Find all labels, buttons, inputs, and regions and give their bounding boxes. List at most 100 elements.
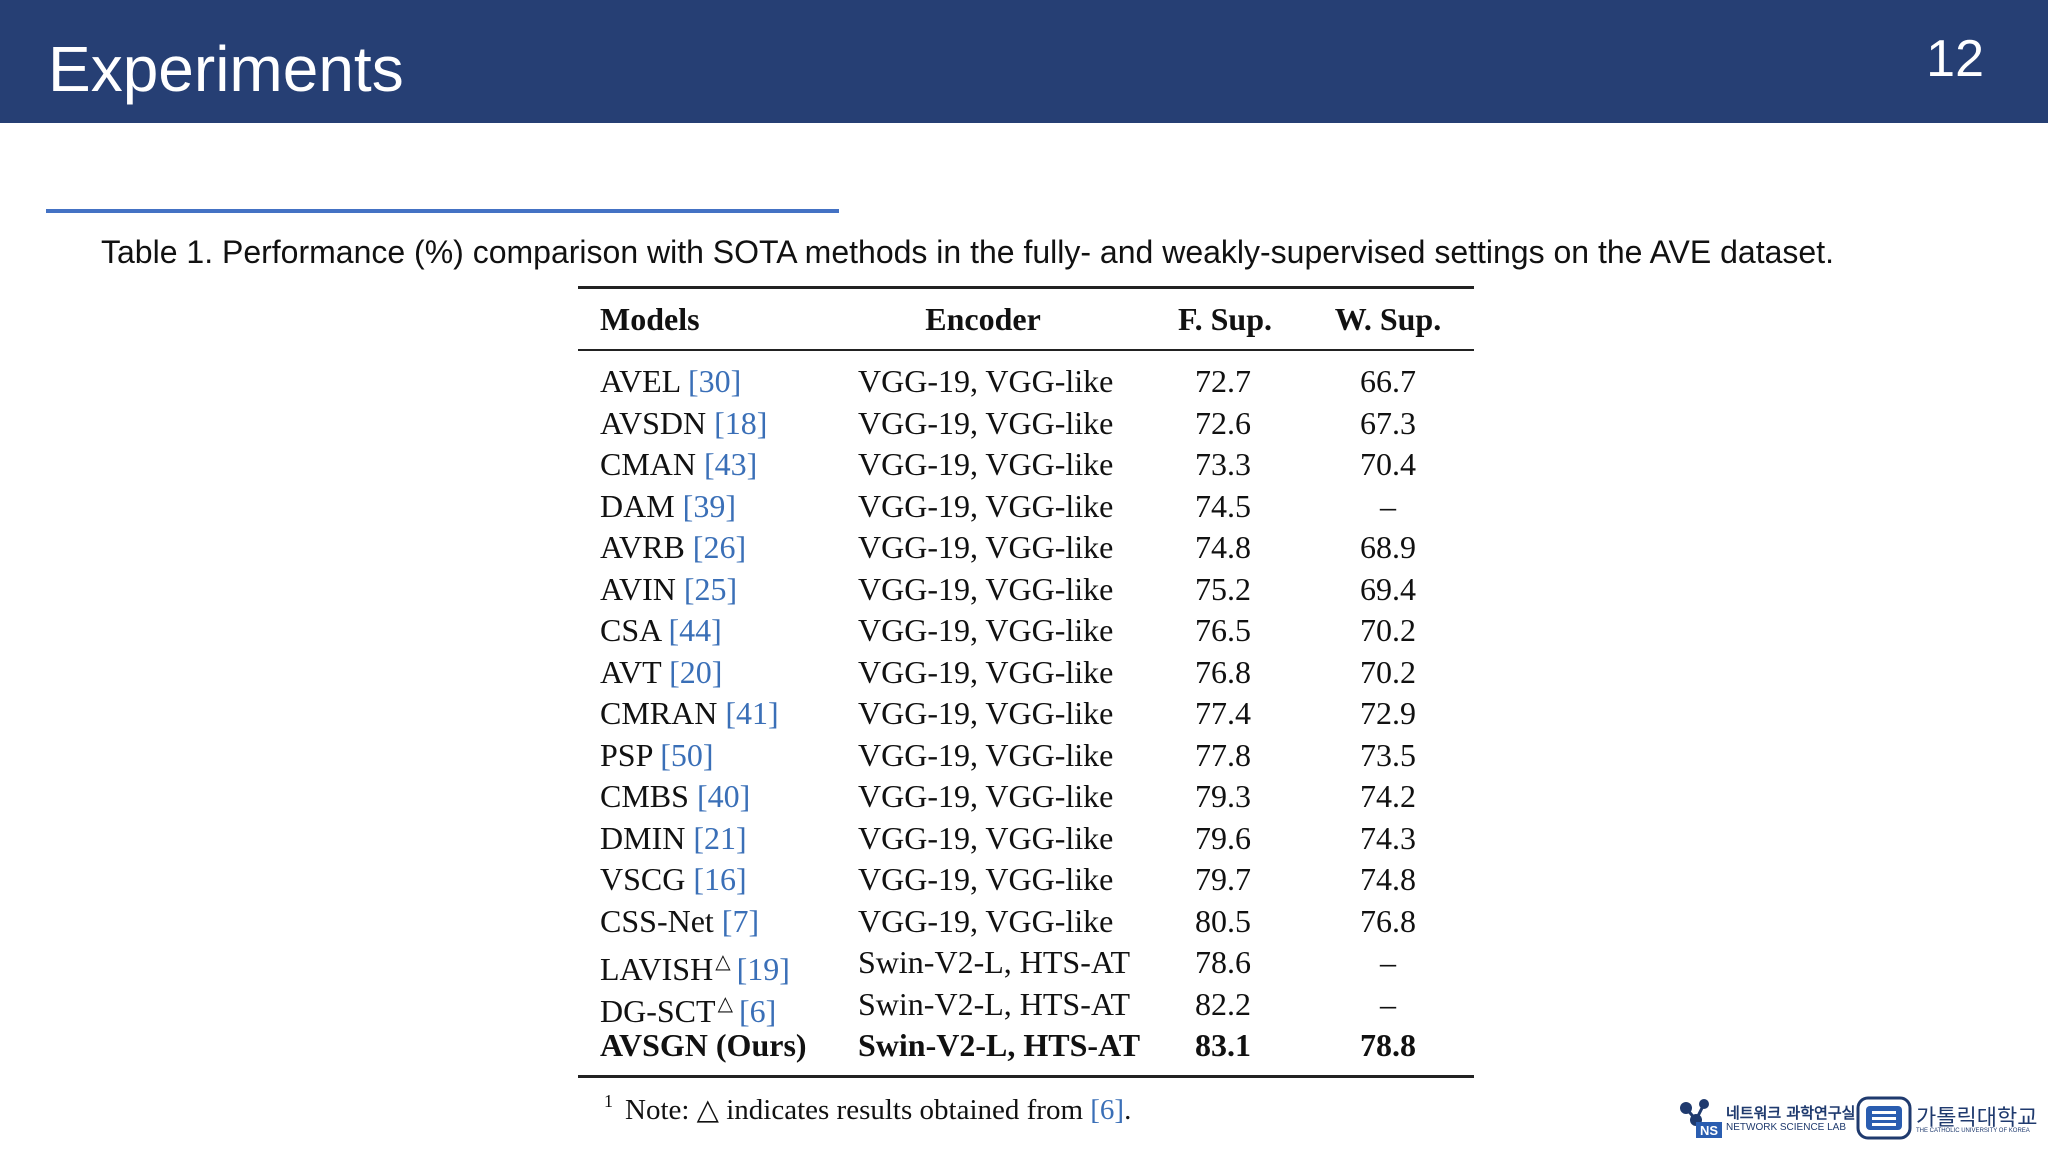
slide-title: Experiments	[48, 33, 404, 105]
citation-link[interactable]: [41]	[725, 695, 779, 731]
cell-fsup: 72.6	[1195, 404, 1251, 441]
citation-link[interactable]: [25]	[683, 570, 738, 607]
cell-model: CMAN [43]	[600, 444, 757, 486]
cell-encoder: VGG-19, VGG-like	[858, 695, 1114, 731]
note-ref-link[interactable]: [6]	[1090, 1093, 1125, 1126]
table-row: VSCG [16] VGG-19, VGG-like 79.7 74.8	[578, 859, 1474, 901]
table-row: CMAN [43] VGG-19, VGG-like 73.3 70.4	[578, 444, 1474, 486]
cell-fsup: 76.8	[1195, 653, 1251, 690]
citation-link[interactable]: [16]	[693, 861, 747, 897]
cell-model: CMRAN [41]	[600, 693, 779, 735]
cell-model: AVSDN [18]	[600, 403, 767, 445]
cell-encoder: VGG-19, VGG-like	[858, 570, 1114, 607]
cell-wsup: –	[1380, 985, 1396, 1022]
cell-encoder: VGG-19, VGG-like	[858, 819, 1114, 856]
note-end: .	[1124, 1093, 1132, 1126]
citation-link[interactable]: [43]	[704, 446, 758, 482]
model-name: AVRB	[600, 529, 685, 565]
cell-model: DMIN [21]	[600, 818, 747, 860]
cell-fsup: 74.8	[1195, 529, 1251, 565]
cell-encoder: Swin-V2-L, HTS-AT	[858, 1027, 1141, 1063]
cell-fsup: 79.7	[1195, 861, 1251, 897]
results-table: Models Encoder F. Sup. W. Sup. AVEL [30]…	[578, 286, 1474, 1133]
university-seal-icon	[1856, 1096, 1912, 1140]
citation-link[interactable]: [50]	[660, 736, 714, 773]
cell-model: LAVISH △ [19]	[600, 942, 790, 991]
cell-wsup: 76.8	[1360, 902, 1416, 939]
cell-fsup: 76.5	[1195, 612, 1251, 648]
cell-wsup: 72.9	[1360, 695, 1416, 731]
table-row: AVEL [30] VGG-19, VGG-like 72.7 66.7	[578, 361, 1474, 403]
table-row: CMBS [40] VGG-19, VGG-like 79.3 74.2	[578, 776, 1474, 818]
cell-fsup: 79.6	[1195, 819, 1251, 856]
model-name: CMAN	[600, 446, 697, 482]
table-note: 1 Note: △ indicates results obtained from…	[578, 1078, 1474, 1133]
accent-divider	[46, 209, 839, 213]
cell-model: CSA [44]	[600, 610, 722, 652]
citation-link[interactable]: [39]	[682, 487, 736, 524]
cell-wsup: 70.2	[1360, 653, 1416, 690]
cell-fsup: 77.8	[1195, 736, 1251, 773]
svg-text:NS: NS	[1700, 1123, 1718, 1138]
citation-link[interactable]: [30]	[688, 363, 742, 399]
table-row: CSS-Net [7] VGG-19, VGG-like 80.5 76.8	[578, 901, 1474, 943]
cell-wsup: 74.2	[1360, 778, 1416, 814]
table-header-rule	[578, 349, 1474, 351]
cell-wsup: 73.5	[1360, 736, 1416, 773]
cell-fsup: 74.5	[1195, 487, 1251, 524]
cell-wsup: 74.3	[1360, 819, 1416, 856]
model-name: VSCG	[600, 861, 686, 897]
cell-encoder: VGG-19, VGG-like	[858, 487, 1114, 524]
citation-link[interactable]: [20]	[669, 653, 723, 690]
cell-model: AVT [20]	[600, 652, 722, 694]
citation-link[interactable]: [26]	[692, 529, 747, 565]
citation-link[interactable]: [7]	[721, 902, 760, 939]
col-header-encoder: Encoder	[925, 301, 1041, 337]
cell-fsup: 77.4	[1195, 695, 1251, 731]
university-name-korean: 가톨릭대학교	[1916, 1106, 2038, 1131]
note-marker: 1	[604, 1090, 613, 1111]
cell-wsup: 78.8	[1360, 1027, 1416, 1063]
table-row: DMIN [21] VGG-19, VGG-like 79.6 74.3	[578, 818, 1474, 860]
model-name: DG-SCT	[600, 992, 716, 1029]
col-header-fsup: F. Sup.	[1178, 301, 1272, 337]
citation-link[interactable]: [6]	[738, 992, 777, 1029]
cell-wsup: –	[1380, 944, 1396, 980]
model-name: CMBS	[600, 778, 689, 814]
cell-wsup: 67.3	[1360, 404, 1416, 441]
cell-wsup: 70.2	[1360, 612, 1416, 648]
cell-wsup: 74.8	[1360, 861, 1416, 897]
table-body: AVEL [30] VGG-19, VGG-like 72.7 66.7 AVSDN […	[578, 361, 1474, 1067]
citation-link[interactable]: [44]	[668, 612, 722, 648]
cell-encoder: Swin-V2-L, HTS-AT	[858, 985, 1130, 1022]
slide-header: Experiments 12	[0, 0, 2048, 123]
table-row: DAM [39] VGG-19, VGG-like 74.5 –	[578, 486, 1474, 528]
citation-link[interactable]: [19]	[736, 951, 790, 987]
network-science-lab-logo: NS 네트워크 과학연구실 NETWORK SCIENCE LAB	[1676, 1096, 1855, 1140]
model-name: AVSGN (Ours)	[600, 1027, 807, 1063]
cell-encoder: VGG-19, VGG-like	[858, 653, 1114, 690]
cell-model: AVRB [26]	[600, 527, 746, 569]
cell-encoder: VGG-19, VGG-like	[858, 363, 1114, 399]
cell-model: AVSGN (Ours)	[600, 1025, 807, 1067]
cell-encoder: VGG-19, VGG-like	[858, 861, 1114, 897]
citation-link[interactable]: [40]	[696, 778, 751, 814]
cell-wsup: 69.4	[1360, 570, 1416, 607]
university-name-english: THE CATHOLIC UNIVERSITY OF KOREA	[1916, 1128, 2030, 1134]
model-name: DAM	[600, 487, 675, 524]
citation-link[interactable]: [21]	[693, 819, 747, 856]
table-header-row: Models Encoder F. Sup. W. Sup.	[578, 289, 1474, 349]
cell-fsup: 82.2	[1195, 985, 1251, 1022]
catholic-university-logo: 가톨릭대학교 THE CATHOLIC UNIVERSITY OF KOREA	[1856, 1096, 2038, 1140]
table-row: AVT [20] VGG-19, VGG-like 76.8 70.2	[578, 652, 1474, 694]
cell-fsup: 83.1	[1195, 1027, 1251, 1063]
col-header-wsup: W. Sup.	[1334, 301, 1442, 337]
cell-fsup: 80.5	[1195, 902, 1251, 939]
model-name: PSP	[600, 736, 653, 773]
citation-link[interactable]: [18]	[714, 404, 768, 441]
note-text: Note: △ indicates results obtained from	[625, 1093, 1091, 1126]
footer-logos: NS 네트워크 과학연구실 NETWORK SCIENCE LAB 가톨릭대학교…	[1676, 1096, 2038, 1144]
cell-fsup: 75.2	[1195, 570, 1251, 607]
table-row: LAVISH △ [19] Swin-V2-L, HTS-AT 78.6 –	[578, 942, 1474, 987]
cell-fsup: 79.3	[1195, 778, 1251, 814]
